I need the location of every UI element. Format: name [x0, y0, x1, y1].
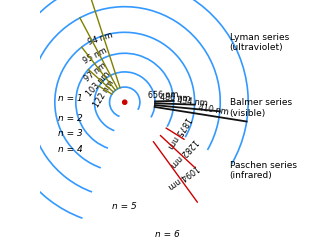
- Text: 434 nm: 434 nm: [177, 96, 208, 108]
- Text: 1875 nm: 1875 nm: [166, 115, 192, 150]
- Text: Lyman series
(ultraviolet): Lyman series (ultraviolet): [230, 33, 289, 52]
- Text: 103 nm: 103 nm: [85, 70, 112, 98]
- Text: n = 3: n = 3: [58, 129, 83, 137]
- Text: n = 6: n = 6: [156, 229, 180, 238]
- Text: 1094 nm: 1094 nm: [166, 162, 200, 190]
- Text: 410 nm: 410 nm: [198, 103, 229, 116]
- Text: 97 nm: 97 nm: [83, 60, 109, 83]
- Text: n = 2: n = 2: [58, 113, 83, 122]
- Text: 486 nm: 486 nm: [160, 92, 191, 102]
- Text: 95 nm: 95 nm: [82, 46, 109, 66]
- Text: 1282 nm: 1282 nm: [168, 136, 199, 169]
- Text: n = 1: n = 1: [58, 94, 83, 103]
- Circle shape: [122, 101, 127, 105]
- Text: 656 nm: 656 nm: [148, 89, 179, 99]
- Text: Balmer series
(visible): Balmer series (visible): [230, 98, 292, 117]
- Text: 122 nm: 122 nm: [92, 78, 116, 109]
- Text: 94 nm: 94 nm: [87, 30, 113, 46]
- Text: Paschen series
(infrared): Paschen series (infrared): [230, 161, 296, 180]
- Text: n = 4: n = 4: [58, 145, 83, 154]
- Text: n = 5: n = 5: [112, 202, 137, 210]
